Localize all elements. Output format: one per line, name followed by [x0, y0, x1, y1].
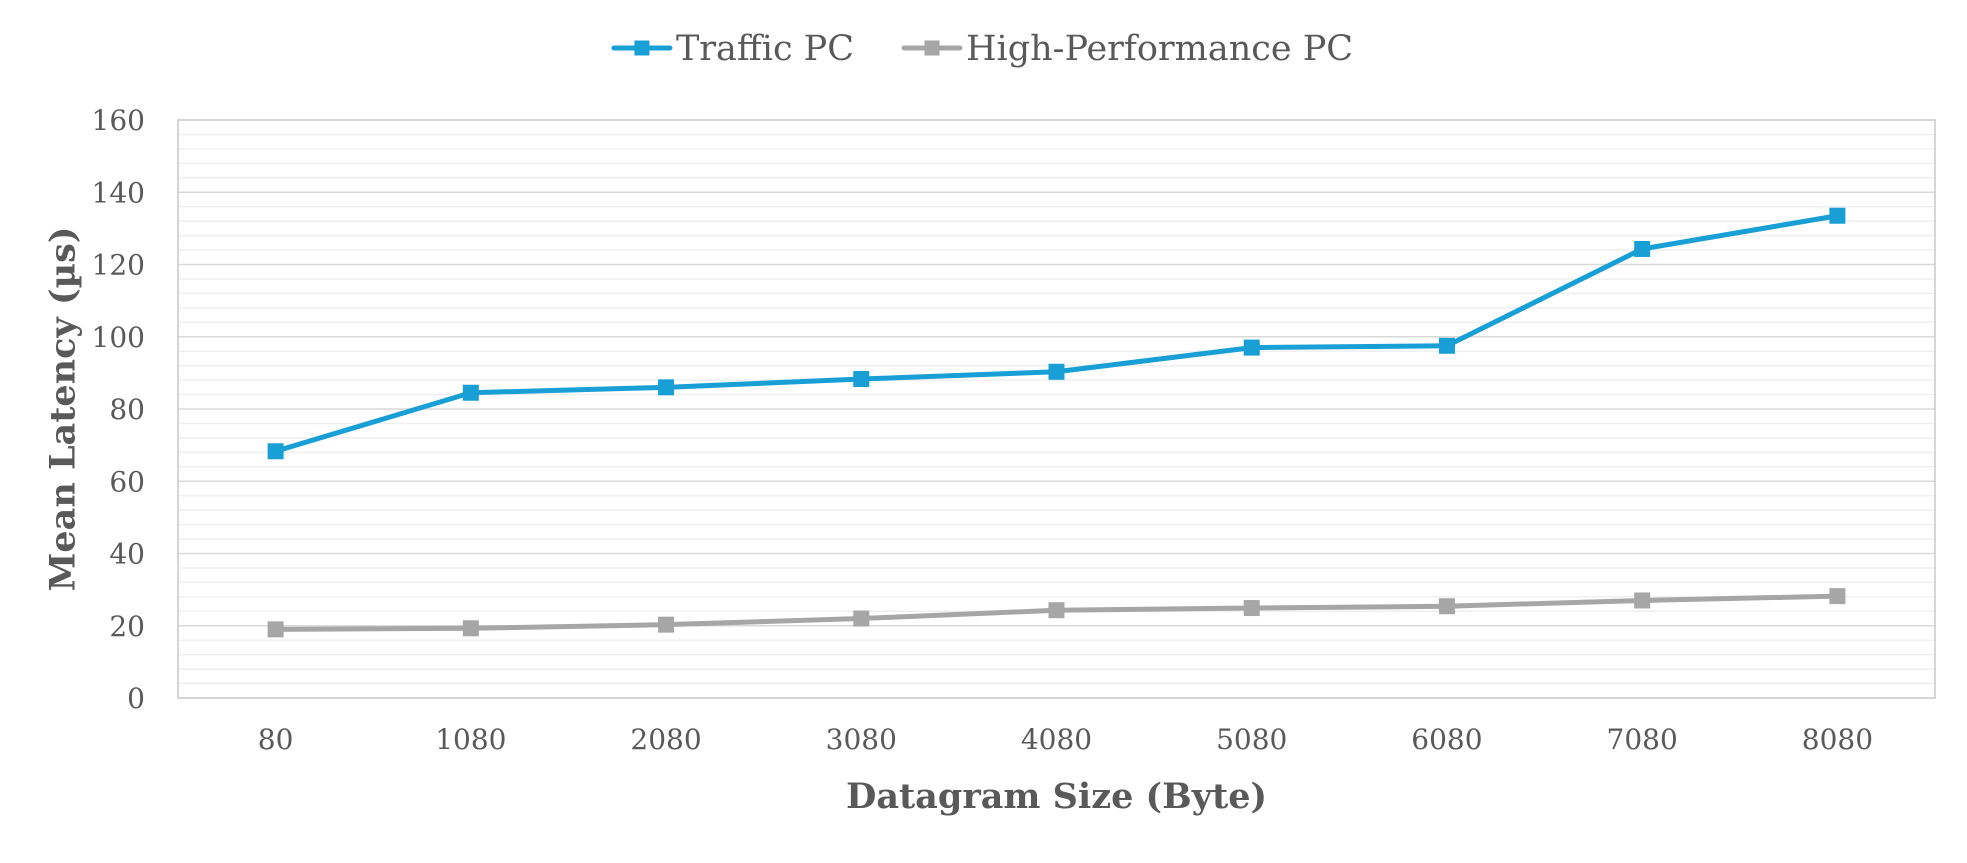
data-point: [658, 379, 675, 396]
data-point: [1243, 600, 1260, 617]
y-tick-label: 80: [109, 393, 145, 426]
data-point: [267, 443, 284, 460]
data-point: [1438, 598, 1455, 615]
x-tick-label: 1080: [435, 723, 506, 756]
data-point: [1243, 339, 1260, 356]
legend-label: High-Performance PC: [966, 29, 1353, 69]
data-point: [1634, 592, 1651, 609]
data-point: [1634, 240, 1651, 257]
legend-marker: [634, 40, 650, 56]
y-tick-label: 40: [109, 538, 145, 571]
y-tick-label: 60: [109, 465, 145, 498]
data-point: [1048, 363, 1065, 380]
x-tick-label: 3080: [826, 723, 897, 756]
y-tick-label: 100: [92, 321, 145, 354]
x-tick-label: 4080: [1021, 723, 1092, 756]
y-axis-tick-labels: 0 20 40 60 80 100 120 140 160: [92, 104, 145, 715]
legend: Traffic PC High-Performance PC: [611, 29, 1353, 69]
y-axis-title: Mean Latency (µs): [42, 227, 83, 592]
x-axis-tick-labels: 80 1080 2080 3080 4080 5080 6080 7080 8080: [258, 723, 1873, 756]
series-0: [267, 207, 1846, 460]
x-tick-label: 5080: [1216, 723, 1287, 756]
x-tick-label: 6080: [1411, 723, 1482, 756]
legend-item: Traffic PC: [611, 29, 854, 69]
series-line: [273, 213, 1840, 454]
data-point: [1829, 588, 1846, 605]
grid-lines: [178, 133, 1935, 685]
data-point: [1829, 207, 1846, 224]
data-point: [267, 621, 284, 638]
y-tick-label: 140: [92, 176, 145, 209]
x-axis-title: Datagram Size (Byte): [846, 776, 1267, 817]
legend-marker: [924, 40, 940, 56]
x-tick-label: 80: [258, 723, 294, 756]
x-tick-label: 8080: [1802, 723, 1873, 756]
data-point: [462, 620, 479, 637]
x-tick-label: 7080: [1607, 723, 1678, 756]
data-point: [853, 610, 870, 627]
data-point: [1048, 602, 1065, 619]
x-tick-label: 2080: [630, 723, 701, 756]
y-tick-label: 160: [92, 104, 145, 137]
data-point: [658, 616, 675, 633]
y-tick-label: 20: [109, 610, 145, 643]
data-point: [853, 371, 870, 388]
plot-area-border: [177, 119, 1936, 699]
legend-label: Traffic PC: [676, 29, 854, 69]
data-point: [462, 384, 479, 401]
y-tick-label: 120: [92, 249, 145, 282]
y-tick-label: 0: [127, 682, 145, 715]
legend-item: High-Performance PC: [901, 29, 1353, 69]
series-lines: [267, 207, 1846, 638]
data-point: [1438, 337, 1455, 354]
series-1: [267, 588, 1846, 638]
